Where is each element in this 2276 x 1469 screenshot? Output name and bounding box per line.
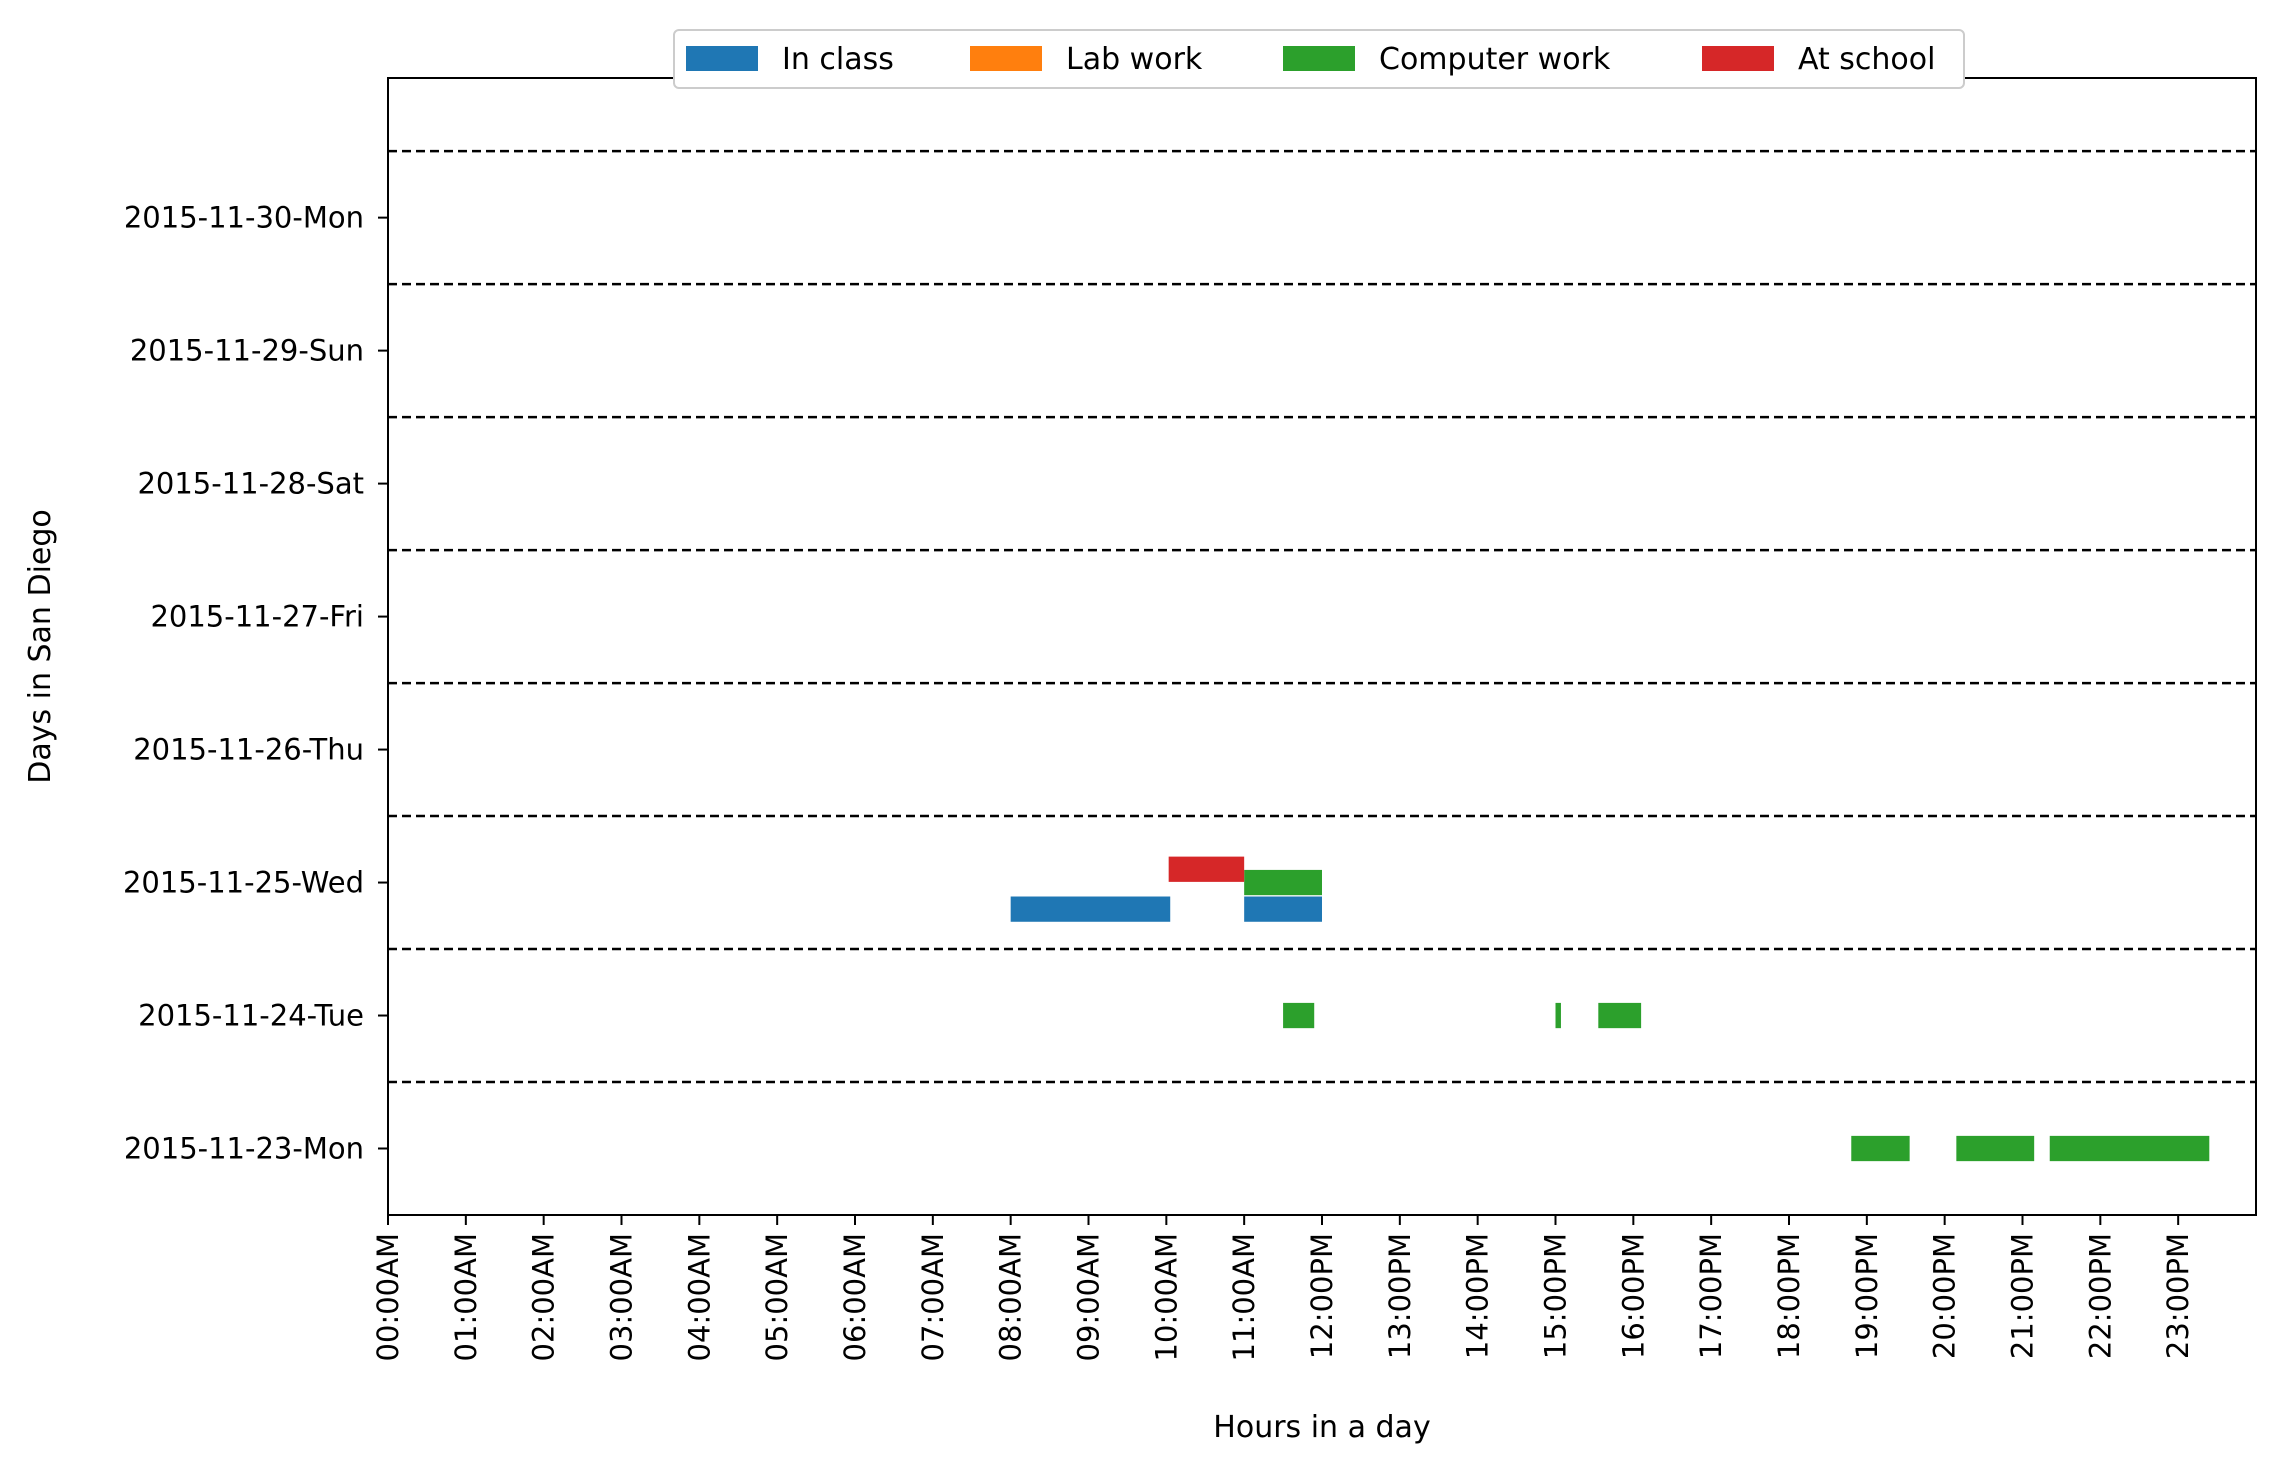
x-tick-label: 03:00AM	[605, 1233, 639, 1361]
x-tick-label: 17:00PM	[1694, 1233, 1728, 1359]
bar-segment	[1010, 896, 1171, 922]
x-tick-label: 19:00PM	[1850, 1233, 1884, 1359]
y-axis: 2015-11-23-Mon 2015-11-24-Tue 2015-11-25-W…	[123, 201, 388, 1166]
x-tick-label: 04:00AM	[682, 1233, 716, 1361]
bar-segment	[2049, 1135, 2210, 1162]
day-separators	[388, 149, 2256, 1084]
legend-swatch	[1702, 46, 1774, 71]
x-tick-label: 22:00PM	[2083, 1233, 2117, 1359]
legend-label: Lab work	[1066, 42, 1203, 77]
y-tick-label: 2015-11-29-Sun	[130, 334, 364, 368]
y-tick-label: 2015-11-25-Wed	[123, 866, 364, 900]
bar-segment	[1244, 896, 1322, 922]
x-tick-label: 00:00AM	[371, 1233, 405, 1361]
bars-layer	[1010, 856, 2210, 1162]
x-tick-label: 18:00PM	[1772, 1233, 1806, 1359]
x-tick-label: 10:00AM	[1149, 1233, 1183, 1361]
x-tick-label: 06:00AM	[838, 1233, 872, 1361]
legend-label: At school	[1798, 42, 1935, 77]
x-tick-label: 16:00PM	[1616, 1233, 1650, 1359]
x-tick-label: 07:00AM	[916, 1233, 950, 1361]
legend-swatch	[1283, 46, 1355, 71]
legend: In class Lab work Computer work At school	[673, 29, 1965, 89]
x-tick-label: 20:00PM	[1928, 1233, 1962, 1359]
legend-swatch	[686, 46, 758, 71]
bar-segment	[1168, 856, 1245, 882]
y-axis-title: Days in San Diego	[23, 509, 58, 784]
x-axis: 00:00AM 01:00AM 02:00AM 03:00AM 04:00AM 05:00…	[371, 1215, 2195, 1361]
bar-segment	[1555, 1002, 1561, 1029]
y-tick-label: 2015-11-23-Mon	[124, 1132, 364, 1166]
x-tick-label: 14:00PM	[1461, 1233, 1495, 1359]
x-tick-label: 01:00AM	[449, 1233, 483, 1361]
bar-segment	[1283, 1002, 1315, 1029]
x-tick-label: 23:00PM	[2161, 1233, 2195, 1359]
y-tick-label: 2015-11-27-Fri	[150, 600, 364, 634]
bar-segment	[1598, 1002, 1642, 1029]
legend-label: In class	[782, 42, 894, 77]
x-tick-label: 21:00PM	[2006, 1233, 2040, 1359]
x-tick-label: 02:00AM	[527, 1233, 561, 1361]
x-axis-title: Hours in a day	[1213, 1410, 1430, 1445]
x-tick-label: 12:00PM	[1305, 1233, 1339, 1359]
bar-segment	[1956, 1135, 2035, 1162]
y-tick-label: 2015-11-28-Sat	[137, 467, 364, 501]
x-tick-label: 11:00AM	[1227, 1233, 1261, 1361]
bar-segment	[1244, 869, 1322, 896]
bar-segment	[1851, 1135, 1910, 1162]
x-tick-label: 09:00AM	[1072, 1233, 1106, 1361]
legend-label: Computer work	[1379, 42, 1611, 77]
x-tick-label: 08:00AM	[994, 1233, 1028, 1361]
x-tick-label: 15:00PM	[1539, 1233, 1573, 1359]
x-tick-label: 05:00AM	[760, 1233, 794, 1361]
y-tick-label: 2015-11-30-Mon	[124, 201, 364, 235]
legend-swatch	[970, 46, 1042, 71]
y-tick-label: 2015-11-24-Tue	[138, 999, 364, 1033]
x-tick-label: 13:00PM	[1383, 1233, 1417, 1359]
y-tick-label: 2015-11-26-Thu	[133, 733, 364, 767]
